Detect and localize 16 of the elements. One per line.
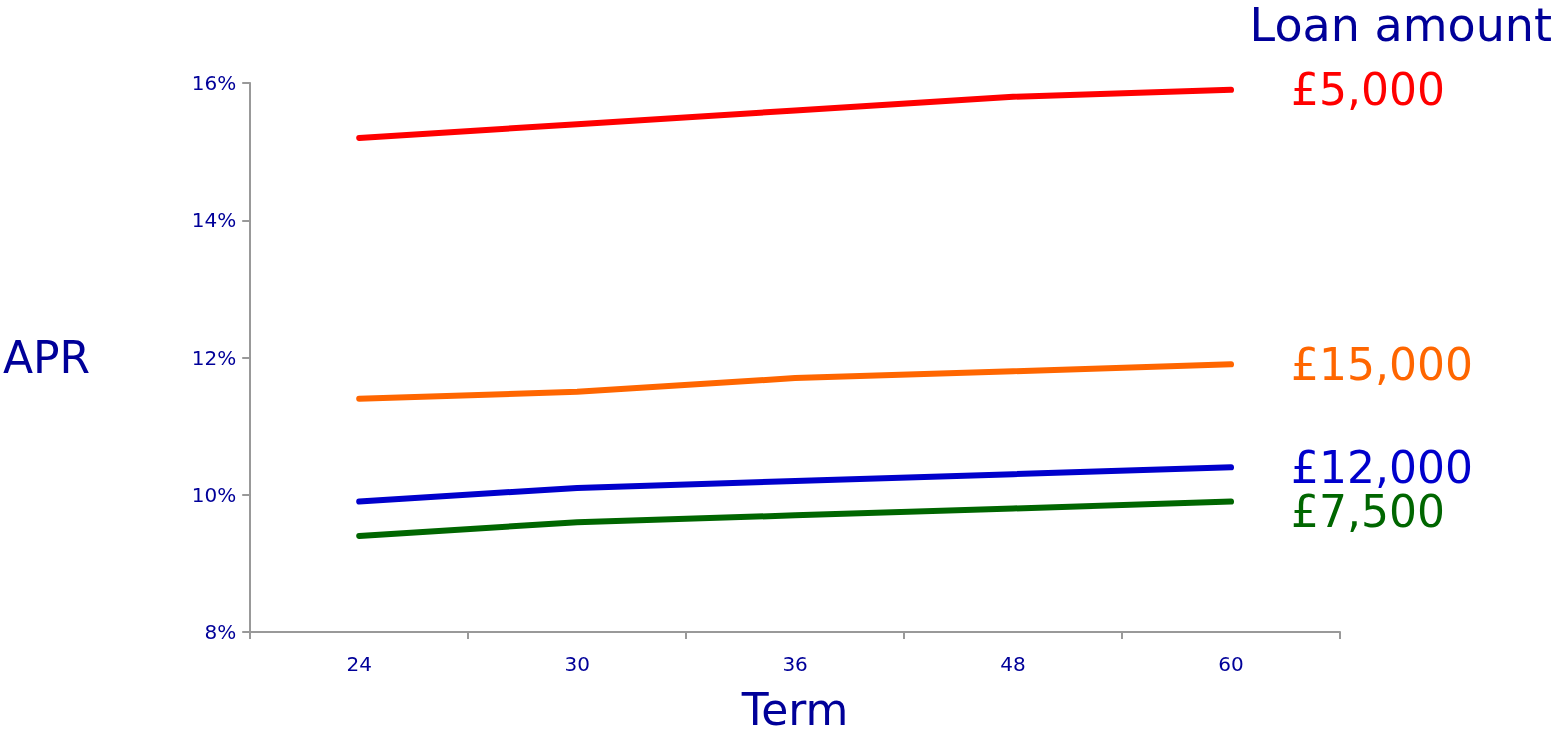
series-label: £5,000 [1291, 64, 1445, 116]
x-tick-label: 48 [1000, 652, 1026, 676]
x-tick-label: 60 [1218, 652, 1244, 676]
y-tick-label: 14% [191, 208, 237, 233]
series-label: £15,000 [1291, 338, 1473, 390]
y-tick-label: 16% [191, 71, 237, 95]
legend-title: Loan amount [1249, 0, 1553, 52]
x-tick-label: 30 [564, 652, 590, 676]
x-tick-label: 24 [346, 652, 372, 676]
series-label: £12,000 [1291, 441, 1473, 493]
y-axis-title: APR [2, 332, 91, 383]
y-tick-label: 12% [191, 345, 237, 370]
x-tick-label: 36 [782, 652, 808, 676]
x-axis-title: Term [740, 683, 849, 735]
y-tick-label: 10% [191, 482, 237, 507]
y-tick-label: 8% [204, 620, 237, 644]
